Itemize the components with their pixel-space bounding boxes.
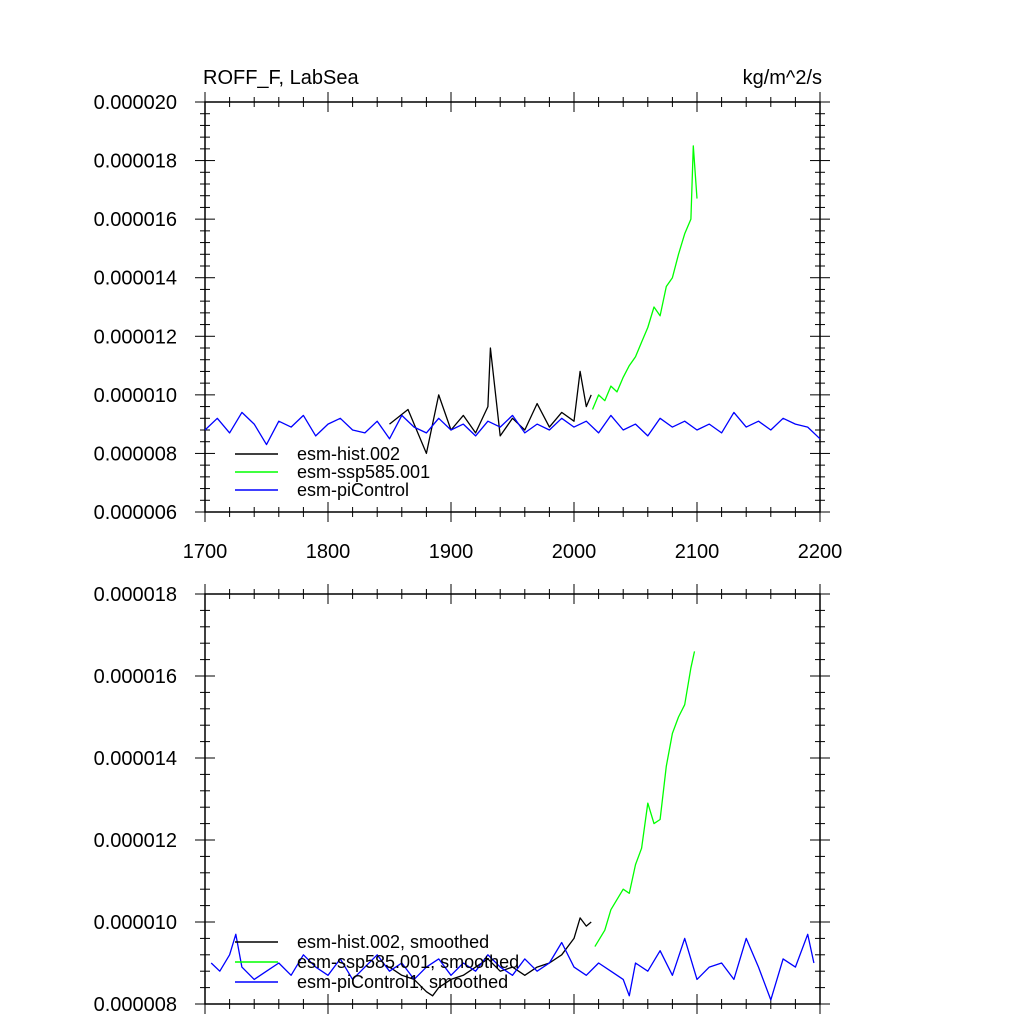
- series-line-esm-picontrol: [204, 411, 821, 446]
- y-tick-label: 0.000012: [94, 830, 177, 852]
- x-tick-label: 2100: [675, 541, 720, 563]
- y-tick-label: 0.000010: [94, 385, 177, 407]
- y-tick-label: 0.000016: [94, 209, 177, 231]
- series-line-esm-ssp585-001: [591, 145, 698, 410]
- plot-frame: [204, 101, 821, 513]
- legend-label: esm-piControl: [297, 480, 409, 500]
- y-tick-label: 0.000020: [94, 92, 177, 114]
- series-line-esm-ssp585-001-smoothed: [594, 651, 696, 947]
- y-tick-label: 0.000012: [94, 326, 177, 348]
- series-line-esm-picontrol1-smoothed: [210, 933, 815, 1001]
- y-tick-label: 0.000018: [94, 584, 177, 606]
- chart-title: ROFF_F, LabSea: [203, 67, 360, 89]
- legend-label: esm-ssp585.001, smoothed: [297, 952, 519, 972]
- y-tick-label: 0.000008: [94, 443, 177, 465]
- y-tick-label: 0.000010: [94, 912, 177, 934]
- y-tick-label: 0.000018: [94, 151, 177, 173]
- x-tick-label: 1800: [306, 541, 351, 563]
- y-tick-label: 0.000014: [94, 268, 177, 290]
- series-line-esm-hist-002: [389, 347, 592, 455]
- legend-label: esm-ssp585.001: [297, 462, 430, 482]
- x-tick-label: 2200: [798, 541, 843, 563]
- y-tick-label: 0.000016: [94, 666, 177, 688]
- panel-top: 1700 1800 1900 2000 2100 2200 0.000006 0.000008…: [94, 67, 843, 563]
- legend-label: esm-piControl1, smoothed: [297, 972, 508, 992]
- chart-units: kg/m^2/s: [743, 67, 822, 89]
- y-tick-label: 0.000008: [94, 994, 177, 1016]
- x-tick-label: 1900: [429, 541, 474, 563]
- y-tick-label: 0.000014: [94, 748, 177, 770]
- legend-label: esm-hist.002, smoothed: [297, 932, 489, 952]
- x-tick-label: 1700: [183, 541, 228, 563]
- plot-frame: [204, 593, 821, 1005]
- y-tick-label: 0.000006: [94, 502, 177, 524]
- panel-bottom: 0.000008 0.000010 0.000012 0.000014 0.000016…: [94, 584, 830, 1016]
- series-line-esm-hist-002-smoothed: [389, 917, 592, 997]
- x-tick-label: 2000: [552, 541, 597, 563]
- legend-label: esm-hist.002: [297, 444, 400, 464]
